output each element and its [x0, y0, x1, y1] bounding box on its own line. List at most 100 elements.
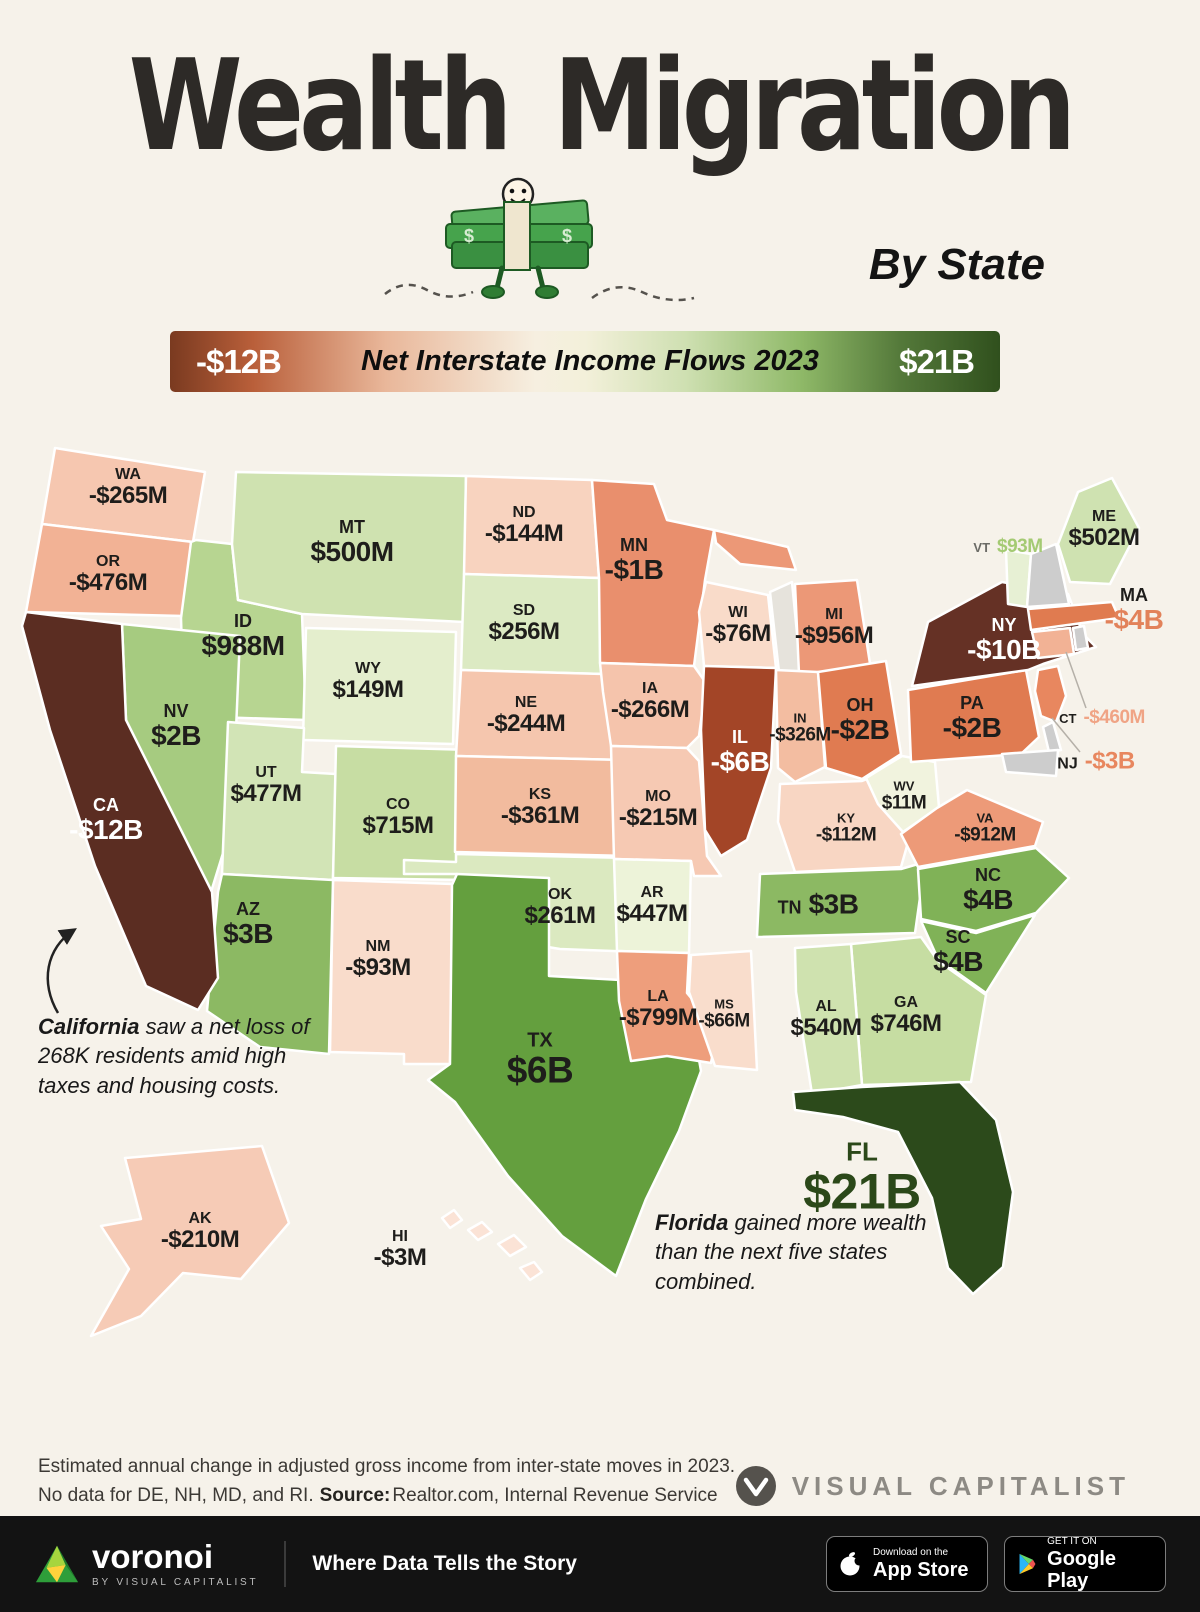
state-abbr-NM: NM: [365, 938, 391, 956]
state-label-IL: IL -$6B: [711, 728, 770, 776]
state-abbr-NV: NV: [163, 701, 189, 722]
california-annotation-text: saw a net loss of 268K residents amid hi…: [38, 1014, 310, 1098]
state-MD: [1000, 748, 1060, 778]
state-abbr-AL: AL: [815, 998, 837, 1016]
app-store-line2: App Store: [873, 1559, 969, 1581]
state-value-HI: -$3M: [373, 1243, 427, 1271]
florida-annotation-text: gained more wealth than the next five st…: [655, 1210, 927, 1294]
state-value-MA: -$4B: [1104, 603, 1164, 635]
svg-text:$: $: [464, 226, 474, 246]
state-abbr-AR: AR: [640, 884, 664, 902]
state-abbr-OK: OK: [547, 886, 572, 904]
state-abbr-WA: WA: [115, 466, 141, 484]
state-value-TN: $3B: [808, 888, 859, 920]
legend-min-label: -$12B: [196, 342, 282, 380]
legend-bar: -$12B Net Interstate Income Flows 2023 $…: [170, 331, 1000, 392]
state-value-ME: $502M: [1068, 523, 1140, 551]
state-abbr-MA: MA: [1119, 585, 1148, 606]
state-label-AK: AK -$210M: [160, 1211, 240, 1253]
google-play-badge[interactable]: GET IT ON Google Play: [1004, 1536, 1166, 1592]
bottom-brand-bar: voronoi BY VISUAL CAPITALIST Where Data …: [0, 1516, 1200, 1612]
state-label-NM: NM -$93M: [345, 939, 411, 981]
state-abbr-OH: OH: [846, 695, 874, 716]
florida-annotation-bold: Florida: [655, 1210, 729, 1235]
state-value-AK: -$210M: [160, 1225, 240, 1253]
state-MI: [712, 528, 798, 572]
state-value-AL: $540M: [790, 1013, 862, 1041]
state-VA: [899, 788, 1045, 869]
state-HI: [440, 1208, 464, 1230]
state-value-PA: -$2B: [942, 711, 1002, 743]
page-subtitle: By State: [868, 240, 1045, 289]
us-map-svg: [20, 446, 1141, 1338]
state-abbr-CO: CO: [385, 796, 410, 814]
state-label-ID: ID $988M: [201, 611, 285, 660]
page-title: Wealth Migration: [128, 32, 1077, 179]
state-label-OR: OR -$476M: [68, 554, 148, 596]
state-label-KS: KS -$361M: [501, 787, 580, 829]
state-label-OH: OH -$2B: [831, 696, 890, 744]
state-abbr-VA: VA: [976, 810, 994, 826]
state-IA: [598, 661, 708, 750]
florida-annotation: Florida gained more wealth than the next…: [655, 1208, 955, 1296]
svg-text:$: $: [562, 226, 572, 246]
state-abbr-AZ: AZ: [236, 899, 260, 920]
legend-title: Net Interstate Income Flows 2023: [361, 345, 819, 377]
state-value-MS: -$66M: [698, 1009, 750, 1031]
state-abbr-UT: UT: [255, 764, 277, 782]
state-FL: [791, 1080, 1015, 1296]
state-value-UT: $477M: [230, 779, 302, 807]
state-label-WV: WV $11M: [881, 779, 927, 813]
state-abbr-IL: IL: [731, 727, 748, 748]
state-value-OR: -$476M: [68, 568, 148, 596]
state-IN: [774, 668, 827, 784]
state-label-NE: NE -$244M: [486, 694, 566, 737]
google-play-line1: GET IT ON: [1047, 1536, 1097, 1547]
state-abbr-HI: HI: [392, 1228, 408, 1246]
state-abbr-ME: ME: [1091, 508, 1116, 526]
voronoi-sub-label: BY VISUAL CAPITALIST: [92, 1577, 259, 1588]
app-store-badge[interactable]: Download on the App Store: [826, 1536, 988, 1592]
state-value-NE: -$244M: [486, 709, 566, 737]
state-abbr-WI: WI: [728, 604, 748, 622]
state-value-WV: $11M: [881, 791, 927, 813]
state-label-SC: SC $4B: [933, 928, 983, 976]
state-label-VT: VT $93M: [973, 537, 1043, 557]
state-label-NY: NY -$10B: [967, 616, 1041, 664]
state-label-MN: MN -$1B: [605, 536, 664, 584]
state-abbr-MS: MS: [714, 996, 734, 1012]
state-abbr-NE: NE: [514, 694, 538, 712]
state-abbr-NC: NC: [975, 865, 1001, 886]
state-WY: [301, 626, 458, 746]
state-abbr-VT: VT: [973, 540, 991, 556]
state-AK: [89, 1144, 291, 1338]
state-value-NJ: -$3B: [1084, 747, 1136, 775]
state-value-MT: $500M: [310, 535, 394, 567]
state-abbr-ID: ID: [234, 611, 252, 632]
state-MA: [1026, 600, 1121, 632]
state-abbr-FL: FL: [846, 1136, 878, 1167]
state-value-WA: -$265M: [88, 481, 168, 509]
state-AZ: [205, 872, 335, 1056]
state-label-OK: OK $261M: [525, 887, 596, 929]
state-RI: [1071, 624, 1090, 652]
state-abbr-IA: IA: [642, 680, 658, 698]
state-value-SC: $4B: [933, 945, 983, 977]
state-label-GA: GA $746M: [871, 995, 942, 1037]
state-label-WY: WY $149M: [333, 661, 404, 703]
state-label-LA: LA -$799M: [619, 989, 698, 1031]
visual-capitalist-logo: VISUAL CAPITALIST: [734, 1464, 1130, 1508]
dashed-trail-icon: [384, 283, 474, 298]
state-label-AL: AL $540M: [791, 999, 862, 1041]
state-label-VA: VA -$912M: [954, 810, 1016, 844]
state-abbr-NJ: NJ: [1057, 755, 1078, 773]
state-label-CA: CA -$12B: [69, 796, 143, 844]
app-store-line1: Download on the: [873, 1547, 949, 1558]
state-label-HI: HI -$3M: [374, 1229, 427, 1271]
state-label-UT: UT $477M: [231, 765, 302, 807]
footer-source-label: Source:: [319, 1485, 391, 1507]
state-abbr-MN: MN: [619, 535, 648, 556]
state-label-TX: TX $6B: [507, 1030, 574, 1089]
state-value-OK: $261M: [524, 901, 596, 929]
state-label-KY: KY -$112M: [816, 811, 877, 844]
